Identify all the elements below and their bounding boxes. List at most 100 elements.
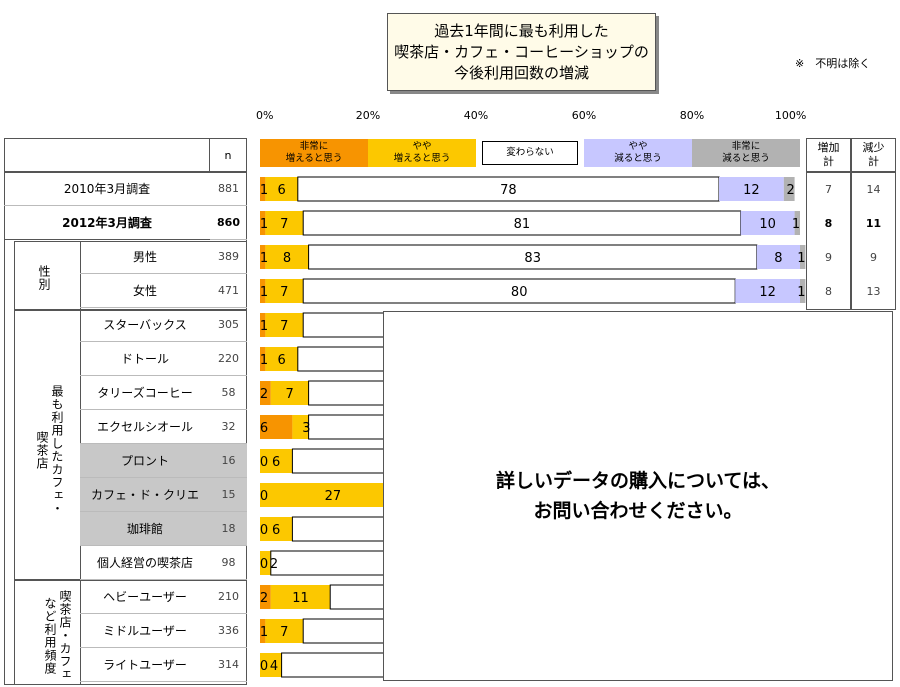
header-n: n bbox=[210, 138, 247, 172]
bar-segment bbox=[308, 244, 758, 270]
tick-label: 100% bbox=[774, 109, 807, 122]
bar-value-label: 6 bbox=[277, 353, 285, 368]
bar-value-label: 3 bbox=[302, 421, 310, 436]
bar-value-label: 1 bbox=[260, 353, 268, 368]
legend-label: 増えると思う bbox=[393, 153, 451, 164]
title-line-3: 今後利用回数の増減 bbox=[453, 63, 589, 82]
decrease-total-value: 14 bbox=[866, 182, 881, 196]
data-purchase-notice: 詳しいデータの購入については、 お問い合わせください。 bbox=[383, 311, 893, 681]
row-label: 個人経営の喫茶店 bbox=[80, 546, 210, 580]
bar-value-label: 12 bbox=[759, 285, 776, 300]
bar-segment bbox=[794, 211, 800, 235]
increase-total-value: 8 bbox=[825, 284, 832, 298]
bar-value-label: 6 bbox=[272, 523, 280, 538]
bar-segment bbox=[260, 449, 293, 473]
header-decrease-line1: 減少 bbox=[862, 141, 885, 154]
row-n: 18 bbox=[210, 512, 247, 546]
bar-value-label: 83 bbox=[524, 251, 541, 266]
bar-value-label: 6 bbox=[260, 421, 268, 436]
bar-segment bbox=[270, 381, 309, 405]
bar-segment bbox=[260, 279, 266, 303]
legend-label: 非常に bbox=[299, 141, 329, 152]
bar-segment bbox=[260, 347, 266, 371]
legend-label: やや bbox=[628, 141, 648, 152]
bar-value-label: 1 bbox=[260, 251, 268, 266]
bar-segment-no-change bbox=[270, 550, 401, 576]
row-label: 女性 bbox=[80, 274, 210, 308]
legend-label: 減ると思う bbox=[614, 153, 662, 164]
decrease-column-frame bbox=[851, 172, 896, 310]
tick-label: 0% bbox=[256, 109, 274, 122]
notice-line-2: お問い合わせください。 bbox=[533, 500, 743, 522]
row-n: 860 bbox=[210, 206, 247, 240]
row-label: ライトユーザー bbox=[80, 648, 210, 682]
bar-value-label: 2 bbox=[260, 387, 268, 402]
row-n: 305 bbox=[210, 308, 247, 342]
bar-value-label: 2 bbox=[270, 557, 278, 572]
bar-value-label: 8 bbox=[774, 251, 782, 266]
bar-segment bbox=[260, 313, 266, 337]
row-n: 16 bbox=[210, 444, 247, 478]
row-n: 210 bbox=[210, 580, 247, 614]
bar-value-label: 1 bbox=[260, 285, 268, 300]
row-n: 881 bbox=[210, 172, 247, 206]
row-label: タリーズコーヒー bbox=[80, 376, 210, 410]
header-increase-line2: 計 bbox=[823, 155, 834, 168]
bar-segment bbox=[260, 653, 282, 677]
row-n: 15 bbox=[210, 478, 247, 512]
bar-value-label: 2 bbox=[786, 183, 794, 198]
bar-value-label: 1 bbox=[797, 285, 805, 300]
bar-value-label: 10 bbox=[759, 217, 776, 232]
bar-value-label: 7 bbox=[280, 319, 288, 334]
bar-segment bbox=[265, 619, 304, 643]
bar-segment bbox=[783, 177, 795, 201]
title-line-1: 過去1年間に最も利用した bbox=[434, 21, 609, 40]
row-label: エクセルシオール bbox=[80, 410, 210, 444]
bar-segment bbox=[265, 211, 304, 235]
bar-segment bbox=[297, 176, 720, 202]
row-label: カフェ・ド・クリエ bbox=[80, 478, 210, 512]
bar-segment bbox=[260, 619, 266, 643]
bar-segment bbox=[265, 177, 298, 201]
bar-value-label: 6 bbox=[272, 455, 280, 470]
row-label: 珈琲館 bbox=[80, 512, 210, 546]
bar-segment bbox=[740, 211, 795, 235]
row-n: 471 bbox=[210, 274, 247, 308]
row-label: スターバックス bbox=[80, 308, 210, 342]
legend-label: 非常に bbox=[731, 141, 761, 152]
group-cafe-label: 最も利用したカフェ・喫茶店 bbox=[35, 385, 64, 515]
bar-value-label: 7 bbox=[280, 217, 288, 232]
bar-value-label: 4 bbox=[270, 659, 278, 674]
legend-item: やや 増えると思う bbox=[368, 139, 476, 167]
legend-label: 変わらない bbox=[506, 147, 554, 158]
bar-segment bbox=[265, 347, 298, 371]
bar-segment bbox=[260, 517, 293, 541]
tick-label: 60% bbox=[571, 109, 597, 122]
decrease-total-value: 13 bbox=[866, 284, 881, 298]
bar-segment bbox=[800, 245, 806, 269]
bar-segment bbox=[260, 177, 266, 201]
bar-value-label: 8 bbox=[283, 251, 291, 266]
increase-total-value: 8 bbox=[824, 216, 833, 230]
bar-value-label: 12 bbox=[743, 183, 760, 198]
tick-label: 20% bbox=[355, 109, 381, 122]
bar-value-label: 1 bbox=[260, 217, 268, 232]
row-n: 32 bbox=[210, 410, 247, 444]
bar-segment bbox=[800, 279, 806, 303]
legend-item: 非常に 増えると思う bbox=[260, 139, 368, 167]
row-label: 男性 bbox=[80, 240, 210, 274]
bar-segment bbox=[260, 585, 271, 609]
row-n: 58 bbox=[210, 376, 247, 410]
bar-segment bbox=[265, 279, 304, 303]
row-n: 314 bbox=[210, 648, 247, 682]
group-gender-label: 性別 bbox=[37, 265, 51, 291]
bar-segment bbox=[719, 177, 784, 201]
row-label: 2012年3月調査 bbox=[4, 206, 210, 240]
tick-label: 40% bbox=[463, 109, 489, 122]
header-increase-total: 増加 計 bbox=[806, 138, 851, 172]
bar-value-label: 80 bbox=[511, 285, 528, 300]
group-gender-frame bbox=[14, 241, 247, 310]
increase-total-value: 9 bbox=[825, 250, 832, 264]
group-usage-frame bbox=[14, 580, 247, 685]
row-label: ドトール bbox=[80, 342, 210, 376]
